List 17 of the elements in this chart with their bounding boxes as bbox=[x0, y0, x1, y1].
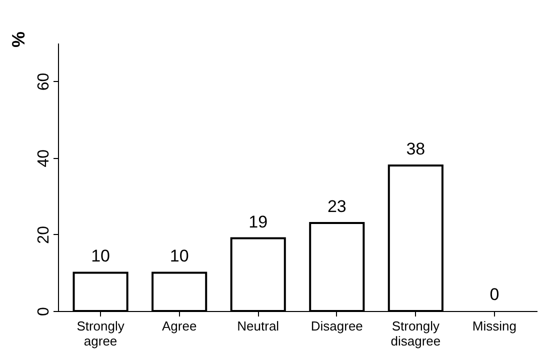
data-label: 19 bbox=[248, 212, 268, 232]
x-tick-label: Missing bbox=[472, 318, 516, 334]
x-tick-label: Strongly disagree bbox=[390, 318, 441, 348]
x-tick-label: Neutral bbox=[237, 318, 280, 334]
data-label: 10 bbox=[170, 246, 189, 266]
data-label: 38 bbox=[406, 140, 426, 159]
y-tick-label: 60 bbox=[36, 72, 52, 91]
y-tick-label: 0 bbox=[36, 306, 52, 316]
data-label: 23 bbox=[327, 196, 346, 216]
y-tick-label: 40 bbox=[36, 149, 52, 168]
y-tick-label: 20 bbox=[36, 226, 52, 244]
data-label: 0 bbox=[490, 285, 500, 304]
x-tick-label: Strongly agree bbox=[76, 318, 125, 348]
data-label: 10 bbox=[91, 246, 110, 266]
x-tick-label: Disagree bbox=[310, 318, 363, 334]
y-axis-title: % bbox=[8, 32, 28, 48]
x-tick-label: Agree bbox=[162, 318, 197, 334]
